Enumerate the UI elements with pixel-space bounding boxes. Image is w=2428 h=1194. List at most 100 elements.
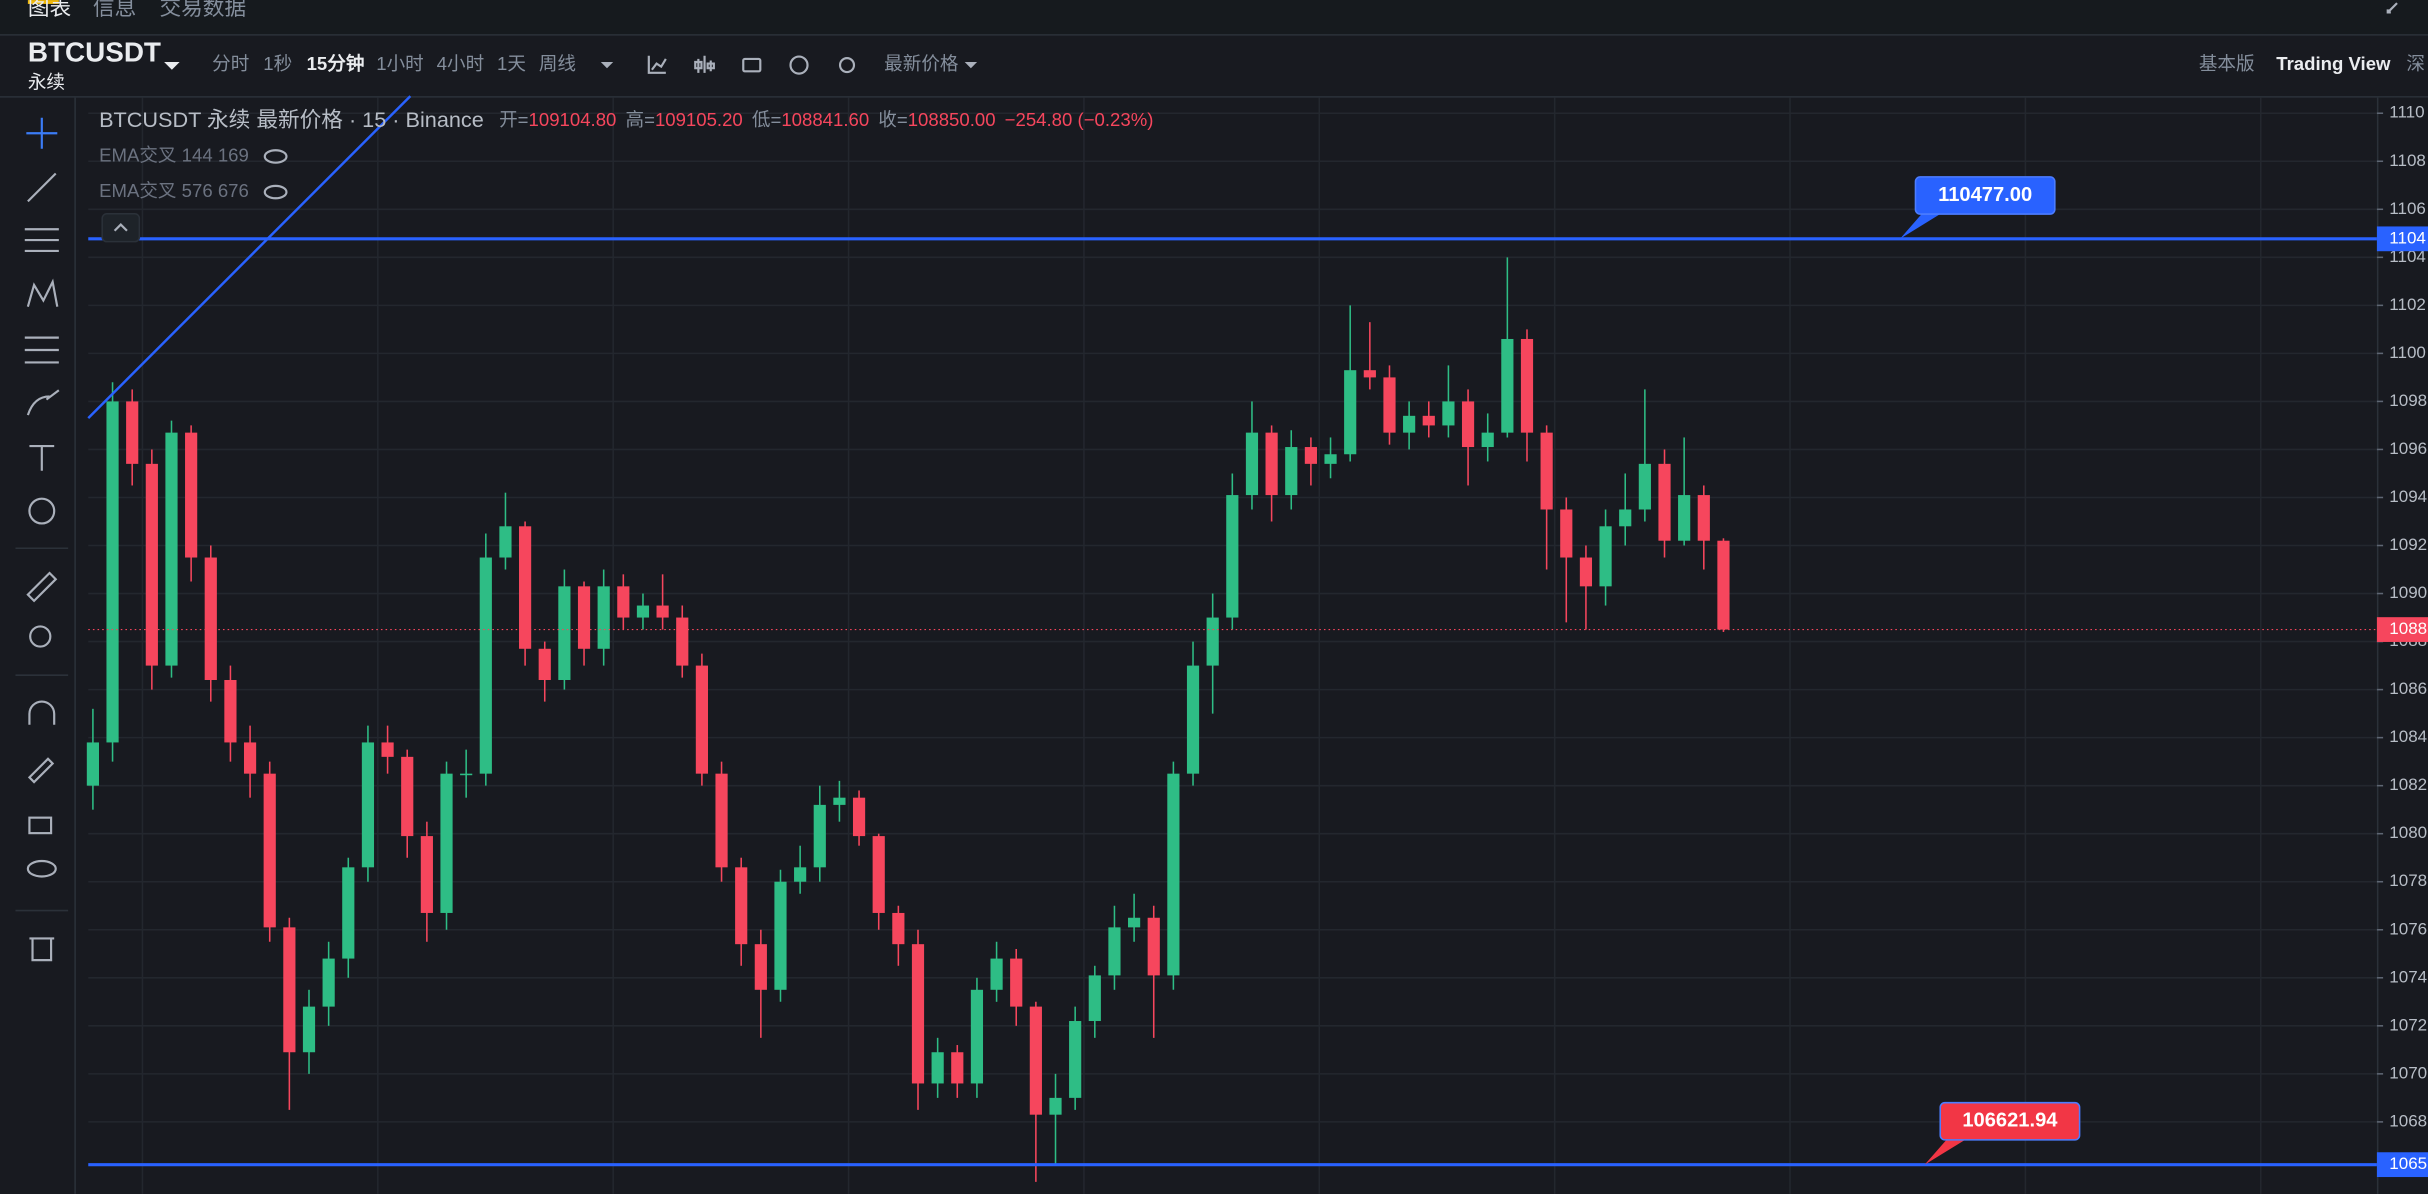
magnet-tool[interactable] — [28, 700, 56, 725]
projection-tool[interactable] — [24, 336, 59, 364]
y-tick-label: 1074 — [2389, 967, 2427, 986]
price-tag[interactable] — [1914, 176, 2056, 215]
candle-body — [577, 586, 591, 649]
candle-body — [1579, 557, 1593, 587]
interval[interactable]: 4小时 — [437, 53, 485, 74]
candle-body — [283, 927, 296, 1053]
lock-draw-tool[interactable] — [27, 757, 55, 784]
view-option[interactable]: 深 — [2406, 53, 2425, 74]
hide-icon[interactable] — [263, 149, 288, 164]
y-tick-label: 1094 — [2389, 487, 2427, 506]
candle-body — [1638, 463, 1651, 510]
candle-body — [1010, 958, 1023, 1007]
pattern-tool[interactable] — [26, 278, 59, 307]
symbol[interactable]: BTCUSDT — [28, 37, 161, 68]
candle-body — [951, 1052, 964, 1084]
candle-body — [1265, 432, 1278, 496]
view-option[interactable]: 基本版 — [2199, 53, 2255, 74]
visibility-tool[interactable] — [26, 859, 57, 878]
add-icon[interactable] — [789, 55, 809, 75]
candle-body — [165, 432, 178, 666]
candle-body — [695, 665, 708, 774]
candle-body — [970, 989, 984, 1084]
candle-body — [322, 958, 335, 1007]
ohlc-label: 低= — [752, 109, 781, 130]
delete-tool[interactable] — [29, 937, 55, 962]
candle-body — [1186, 665, 1200, 774]
text-tool[interactable] — [29, 444, 55, 471]
tab[interactable]: 图表 — [28, 0, 71, 20]
candle-body — [794, 867, 807, 882]
candle-body — [499, 526, 512, 558]
collapse-icon[interactable] — [2386, 2, 2398, 14]
emoji-tool[interactable] — [28, 497, 56, 525]
ohlc-value: 108841.60 — [781, 109, 869, 130]
y-tick-label: 1082 — [2389, 775, 2427, 794]
price-type-dropdown[interactable] — [964, 62, 978, 69]
trend-line[interactable] — [87, 95, 412, 420]
price-axis — [2376, 97, 2428, 1194]
brush-tool[interactable] — [26, 389, 60, 416]
interval[interactable]: 15分钟 — [307, 53, 365, 74]
drawing-tools — [15, 97, 76, 1194]
candle-body — [1108, 927, 1121, 976]
candle-body — [1029, 1006, 1042, 1115]
axis-tag-label: 1065 — [2389, 1154, 2427, 1173]
lock-tool[interactable] — [28, 816, 53, 835]
view-option[interactable]: Trading View — [2276, 53, 2391, 74]
symbol-dropdown[interactable] — [164, 62, 180, 70]
candle-body — [381, 742, 394, 757]
candle-body — [735, 867, 748, 945]
hide-icon[interactable] — [263, 184, 288, 200]
tab[interactable]: 信息 — [93, 0, 136, 20]
price-tag[interactable] — [1939, 1101, 2081, 1141]
settings-icon[interactable] — [838, 57, 856, 74]
price-type[interactable]: 最新价格 — [884, 53, 959, 74]
candle-body — [617, 586, 630, 618]
candle-body — [1167, 773, 1180, 976]
candle-body — [302, 1006, 316, 1053]
candle-body — [86, 742, 99, 786]
interval[interactable]: 周线 — [539, 53, 576, 74]
candle-body — [715, 773, 728, 868]
interval-dropdown[interactable] — [600, 62, 614, 69]
candle-body — [1442, 401, 1455, 426]
candle-body — [1422, 415, 1435, 426]
fib-tool[interactable] — [24, 228, 59, 253]
zoom-tool[interactable] — [29, 625, 52, 648]
candle-body — [1619, 509, 1632, 527]
candle-body — [1678, 495, 1691, 541]
tab[interactable]: 交易数据 — [159, 0, 246, 20]
ohlc-label: 收= — [878, 109, 907, 130]
interval[interactable]: 1小时 — [376, 53, 423, 74]
y-tick-label: 1068 — [2389, 1111, 2427, 1130]
interval[interactable]: 1秒 — [263, 53, 292, 74]
candle-body — [1304, 447, 1317, 464]
indicator-icon[interactable] — [647, 55, 667, 74]
crosshair-tool[interactable] — [26, 117, 58, 149]
y-tick-label: 1070 — [2389, 1063, 2427, 1082]
candle-body — [597, 586, 610, 649]
candle-body — [1717, 540, 1730, 630]
interval[interactable]: 1天 — [497, 53, 526, 74]
collapse-legend[interactable] — [101, 212, 141, 243]
price-tag-pointer — [1899, 214, 1941, 239]
candle-body — [440, 773, 453, 913]
camera-icon[interactable] — [742, 57, 762, 73]
candle-body — [656, 605, 669, 618]
candle-body — [1383, 377, 1396, 433]
candle-body — [676, 617, 689, 666]
interval[interactable]: 分时 — [212, 53, 249, 74]
candle-body — [1128, 917, 1141, 928]
trendline-tool[interactable] — [27, 172, 57, 203]
candle-body — [361, 742, 375, 868]
ohlc-value: 109104.80 — [529, 109, 617, 130]
y-tick-label: 1086 — [2389, 679, 2427, 698]
y-tick-label: 1092 — [2389, 535, 2427, 554]
ruler-tool[interactable] — [26, 571, 58, 603]
candle-icon[interactable] — [694, 55, 715, 73]
candle-body — [1403, 415, 1416, 433]
candle-body — [263, 773, 276, 928]
